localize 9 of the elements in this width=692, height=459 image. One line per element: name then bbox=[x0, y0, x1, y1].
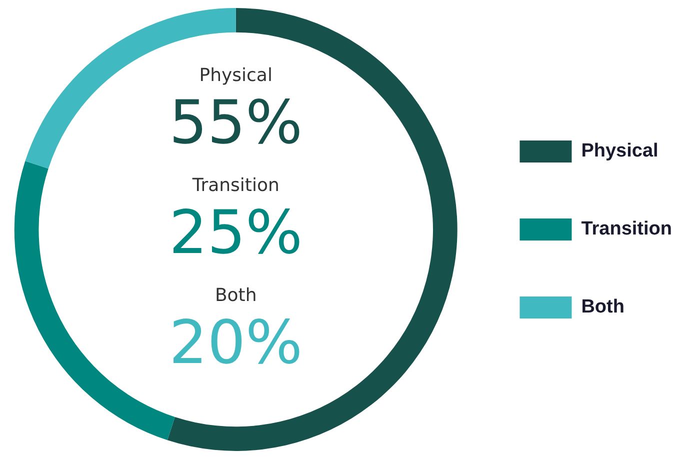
legend-label: Transition bbox=[581, 218, 672, 240]
data-label: 25% bbox=[169, 198, 303, 268]
legend-label: Both bbox=[581, 296, 624, 318]
category-label: Both bbox=[214, 285, 257, 306]
slice-label: Transition bbox=[191, 175, 280, 196]
legend-label: Physical bbox=[581, 140, 658, 162]
data-label: 55% bbox=[169, 88, 303, 158]
data-label: 20% bbox=[169, 308, 303, 378]
slice-label: Physical bbox=[199, 65, 272, 86]
